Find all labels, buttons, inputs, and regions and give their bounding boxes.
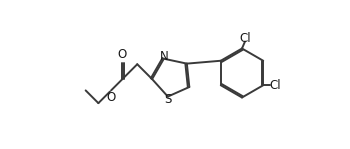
Text: O: O (106, 91, 115, 104)
Text: O: O (118, 48, 127, 61)
Text: N: N (160, 50, 169, 63)
Text: Cl: Cl (269, 79, 281, 92)
Text: Cl: Cl (239, 31, 251, 45)
Text: S: S (164, 93, 171, 106)
